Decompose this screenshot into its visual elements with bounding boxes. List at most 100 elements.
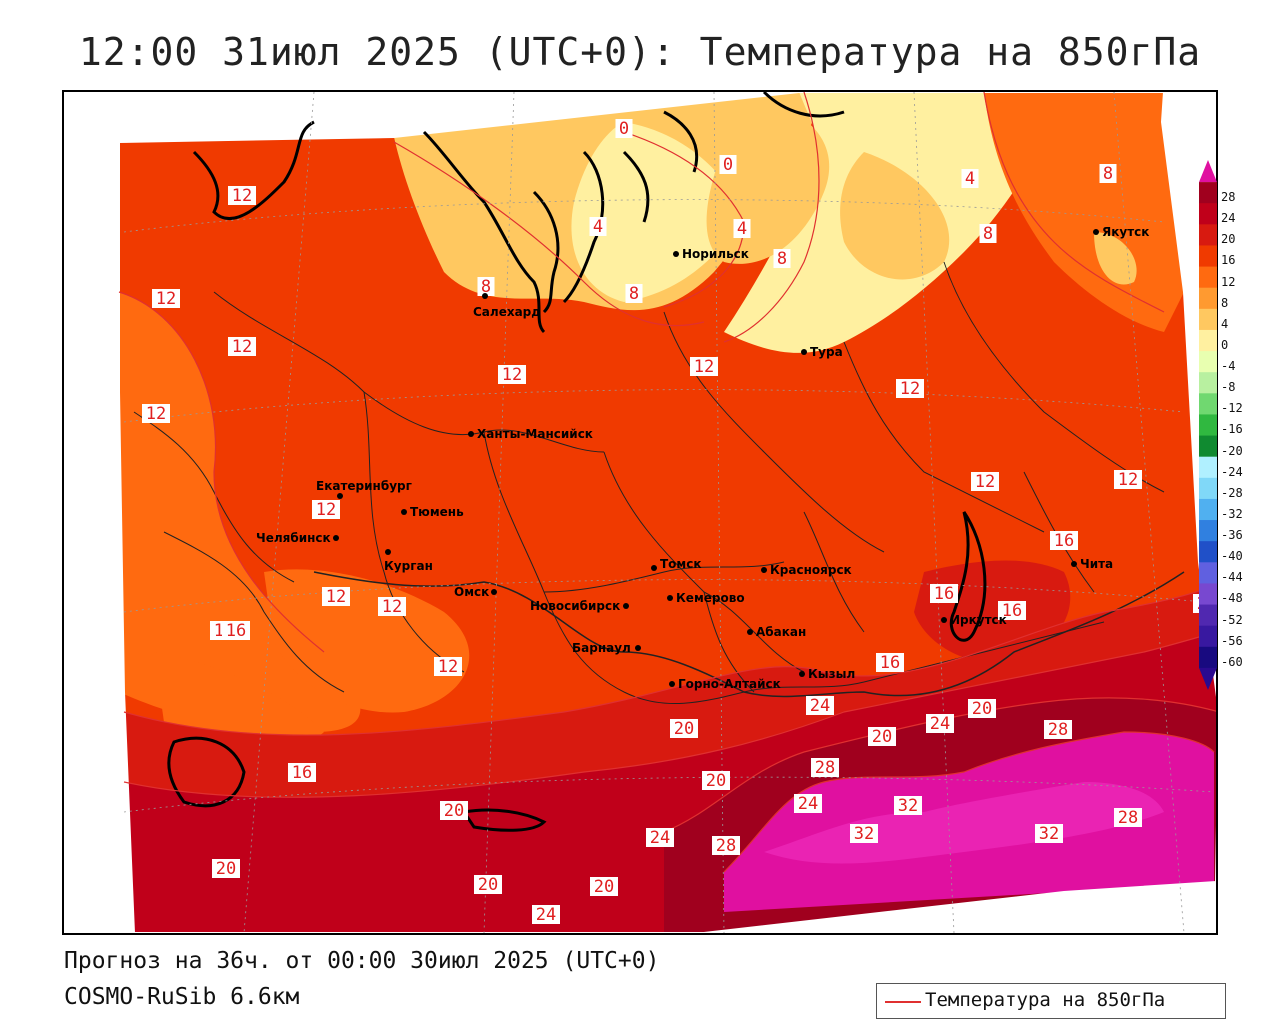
legend-label: Температура на 850гПа	[925, 989, 1166, 1011]
isotherm-label: 4	[961, 169, 979, 189]
city-marker	[747, 629, 753, 635]
colorbar-tick-label: -40	[1221, 549, 1243, 564]
colorbar-tick-label: -20	[1221, 443, 1243, 458]
colorbar-tick-label: 8	[1221, 295, 1229, 310]
isotherm-label: 16	[998, 601, 1026, 621]
colorbar-swatch	[1199, 498, 1217, 521]
svg-text:16: 16	[226, 621, 246, 641]
colorbar-swatch	[1199, 583, 1217, 606]
city-marker	[337, 493, 343, 499]
isotherm-label: 28	[1114, 808, 1142, 828]
isotherm-label: 20	[670, 719, 698, 739]
city-label: Томск	[660, 557, 702, 571]
city-label: Кызыл	[808, 667, 855, 681]
svg-text:4: 4	[593, 217, 603, 237]
city-label: Иркутск	[950, 613, 1007, 627]
city-label: Салехард	[473, 305, 541, 319]
city-label: Ханты-Мансийск	[477, 427, 593, 441]
svg-text:12: 12	[316, 500, 336, 520]
colorbar	[1199, 160, 1217, 690]
svg-text:28: 28	[815, 758, 835, 778]
svg-text:24: 24	[930, 714, 950, 734]
svg-text:16: 16	[1002, 601, 1022, 621]
city-marker	[385, 549, 391, 555]
city-label: Барнаул	[572, 641, 631, 655]
city-label: Омск	[454, 585, 489, 599]
colorbar-tick-label: 12	[1221, 274, 1236, 289]
colorbar-swatch	[1199, 541, 1217, 563]
svg-text:16: 16	[880, 653, 900, 673]
svg-text:12: 12	[382, 597, 402, 617]
colorbar-swatch	[1199, 477, 1217, 500]
city-marker	[941, 617, 947, 623]
map-title: 12:00 31июл 2025 (UTC+0): Температура на…	[78, 30, 1202, 74]
isotherm-label: 12	[228, 337, 256, 357]
isotherm-label: 8	[1099, 164, 1117, 184]
svg-text:0: 0	[619, 119, 629, 139]
colorbar-tick-label: -56	[1221, 633, 1243, 648]
city-label: Екатеринбург	[316, 479, 412, 493]
colorbar-tick-label: -44	[1221, 570, 1243, 585]
svg-text:12: 12	[975, 472, 995, 492]
svg-text:20: 20	[216, 859, 236, 879]
isotherm-label: 32	[850, 824, 878, 844]
colorbar-bottom-arrow	[1199, 667, 1217, 690]
isotherm-label: 12	[152, 289, 180, 309]
colorbar-tick-label: -8	[1221, 380, 1236, 395]
model-name: COSMO-RuSib 6.6км	[64, 984, 300, 1010]
isotherm-label: 12	[690, 357, 718, 377]
svg-text:20: 20	[594, 877, 614, 897]
colorbar-swatch	[1199, 435, 1217, 458]
svg-text:8: 8	[629, 284, 639, 304]
city-marker	[482, 293, 488, 299]
city-marker	[468, 431, 474, 437]
isotherm-label: 16	[288, 763, 316, 783]
svg-text:12: 12	[502, 365, 522, 385]
isotherm-label: 12	[322, 587, 350, 607]
city-label: Чита	[1080, 557, 1113, 571]
isotherm-label: 20	[968, 699, 996, 719]
isotherm-label: 20	[868, 727, 896, 747]
city-label: Курган	[384, 559, 433, 573]
city-label: Абакан	[756, 625, 806, 639]
isotherm-label: 16	[930, 584, 958, 604]
colorbar-tick-label: 28	[1221, 190, 1236, 205]
isotherm-label: 20	[440, 801, 468, 821]
colorbar-swatch	[1199, 287, 1217, 310]
colorbar-swatch	[1199, 372, 1217, 394]
svg-text:12: 12	[900, 379, 920, 399]
svg-text:20: 20	[872, 727, 892, 747]
svg-text:12: 12	[326, 587, 346, 607]
isotherm-label: 12	[896, 379, 924, 399]
isotherm-label: 20	[590, 877, 618, 897]
isotherm-label: 12	[498, 365, 526, 385]
isotherm-label: 12	[378, 597, 406, 617]
city-label: Красноярск	[770, 563, 852, 577]
colorbar-tick-label: 0	[1221, 337, 1229, 352]
map-legend: Температура на 850гПа	[876, 983, 1226, 1019]
colorbar-swatch	[1199, 203, 1217, 225]
colorbar-tick-label: -36	[1221, 528, 1243, 543]
colorbar-tick-label: 16	[1221, 253, 1236, 268]
isotherm-label: 28	[811, 758, 839, 778]
city-label: Кемерово	[676, 591, 745, 605]
colorbar-swatch	[1199, 456, 1217, 479]
svg-text:20: 20	[706, 771, 726, 791]
svg-text:12: 12	[156, 289, 176, 309]
colorbar-tick-label: -52	[1221, 612, 1243, 627]
city-marker	[1093, 229, 1099, 235]
isotherm-label: 16	[876, 653, 904, 673]
svg-text:12: 12	[232, 337, 252, 357]
isotherm-line-swatch	[885, 1001, 921, 1003]
isotherm-label: 8	[979, 224, 997, 244]
isotherm-label: 20	[702, 771, 730, 791]
isotherm-label: 20	[474, 875, 502, 895]
svg-text:12: 12	[438, 657, 458, 677]
isotherm-label: 20	[212, 859, 240, 879]
svg-text:28: 28	[1118, 808, 1138, 828]
city-label: Челябинск	[256, 531, 331, 545]
city-marker	[401, 509, 407, 515]
city-marker	[1071, 561, 1077, 567]
colorbar-tick-label: -32	[1221, 506, 1243, 521]
isotherm-label: 12	[228, 186, 256, 206]
